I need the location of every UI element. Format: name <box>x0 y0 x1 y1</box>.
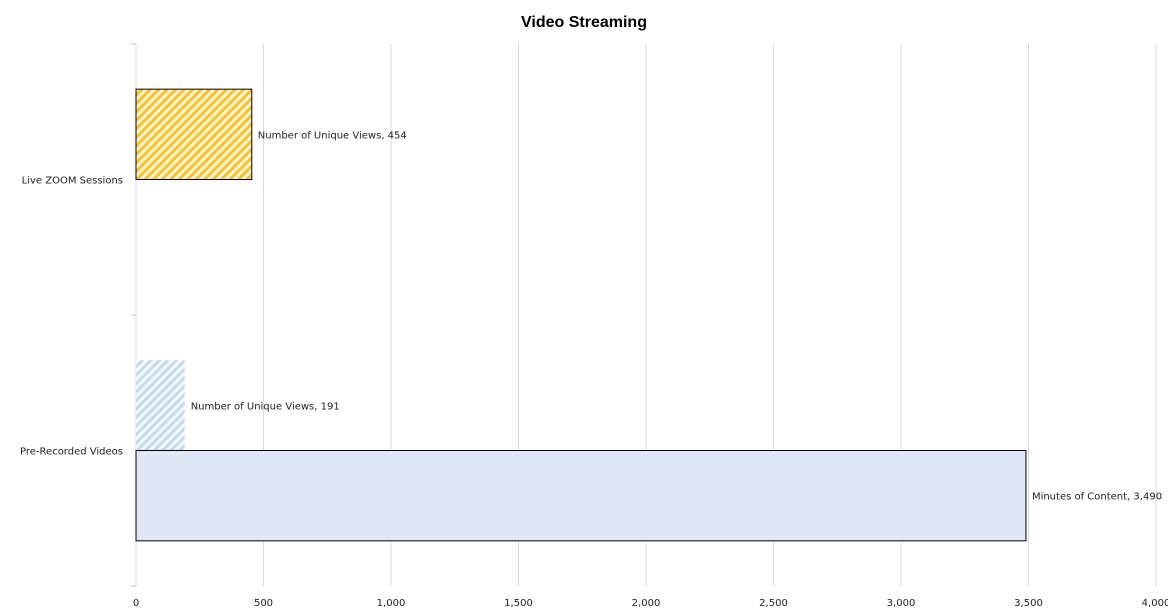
x-tick-label: 2,500 <box>759 598 788 608</box>
x-tick-label: 4,000 <box>1142 598 1168 608</box>
data-label: Minutes of Content, 3,490 <box>1032 492 1162 503</box>
x-tick-label: 0 <box>133 598 139 608</box>
data-label: Number of Unique Views, 454 <box>258 130 407 141</box>
category-label: Pre-Recorded Videos <box>20 447 123 458</box>
x-tick-label: 2,000 <box>632 598 661 608</box>
data-label: Number of Unique Views, 191 <box>191 401 340 412</box>
x-tick-label: 1,000 <box>377 598 406 608</box>
bar-minutes-of-content <box>135 450 1027 542</box>
category-label: Live ZOOM Sessions <box>22 176 123 187</box>
bar-number-of-unique-views <box>136 360 185 451</box>
chart-title: Video Streaming <box>521 14 647 31</box>
bar-number-of-unique-views <box>135 88 253 180</box>
x-tick-label: 500 <box>254 598 273 608</box>
x-tick-label: 3,000 <box>887 598 916 608</box>
x-tick-label: 3,500 <box>1014 598 1043 608</box>
labels: 0 500 1,000 1,500 2,000 2,500 3,000 3,500 4,000 L… <box>20 130 1168 608</box>
axes <box>131 43 137 587</box>
bars <box>135 88 1027 542</box>
x-tick-label: 1,500 <box>504 598 533 608</box>
